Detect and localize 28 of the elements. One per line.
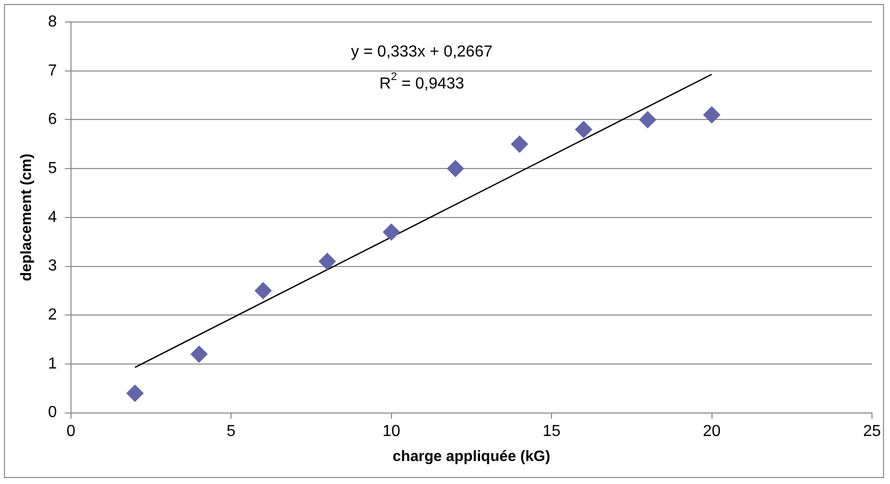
y-tick-label: 1 [48, 355, 57, 372]
point [703, 106, 720, 124]
x-tick-label: 25 [863, 422, 881, 440]
point [318, 252, 336, 270]
y-tick-label: 5 [48, 160, 57, 177]
point [382, 224, 400, 241]
annotation: y = 0,333x + 0,2667 [351, 43, 493, 60]
point [254, 282, 272, 300]
x-tick-label: 5 [226, 422, 236, 440]
y-axis-title: deplacement (cm) [18, 154, 36, 282]
y-tick-label: 0 [48, 404, 57, 422]
y-tick-label: 2 [48, 306, 57, 324]
y-tick-label: 3 [48, 258, 57, 275]
point [511, 136, 528, 153]
x-tick-label: 10 [382, 422, 400, 440]
point [639, 111, 656, 128]
x-axis-title: charge appliquée (kG) [392, 448, 550, 466]
x-tick-label: 15 [542, 422, 561, 440]
point [190, 346, 208, 363]
point [575, 120, 592, 138]
point [446, 160, 464, 178]
x-tick-label: 20 [702, 422, 721, 440]
y-tick-label: 6 [48, 111, 57, 128]
y-tick-label: 4 [48, 208, 57, 226]
y-tick-label: 8 [48, 13, 57, 30]
point [126, 384, 144, 402]
y-tick-label: 7 [48, 62, 57, 80]
x-tick-label: 0 [66, 422, 76, 440]
